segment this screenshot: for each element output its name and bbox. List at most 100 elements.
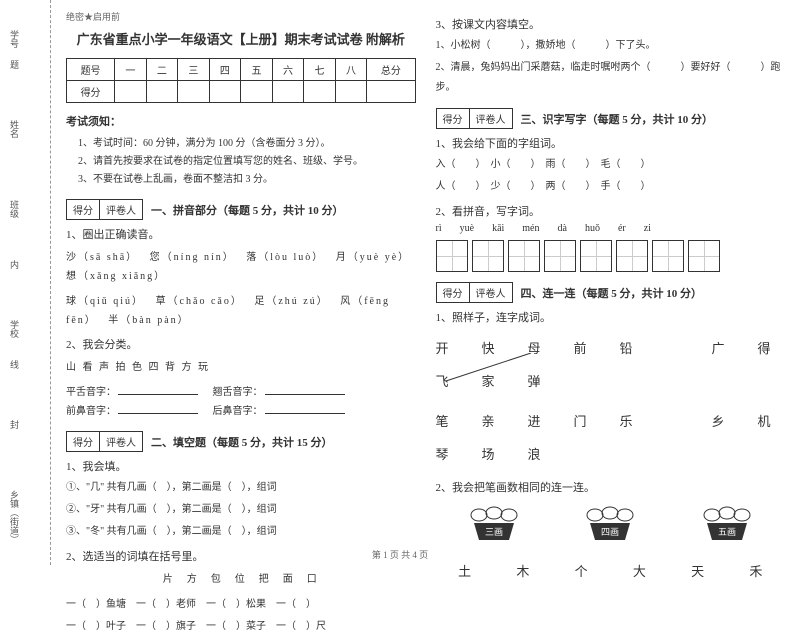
- blank[interactable]: [118, 394, 198, 395]
- connect-line-icon: [436, 353, 636, 383]
- word-item: 入（ ）: [436, 159, 481, 170]
- connect-row: 开 快 母 前 铅 广 得 飞 家 弹: [436, 333, 786, 398]
- fill-item: 一（ ）鱼塘: [66, 599, 126, 610]
- pinyin-item: 月（yuè yè）: [336, 252, 405, 263]
- char-row: 土 木 个 大 天 禾: [436, 560, 786, 585]
- char: 大: [633, 560, 646, 585]
- char-box[interactable]: [544, 240, 576, 272]
- margin-label: 学号: [8, 30, 21, 48]
- cell: 六: [272, 59, 304, 81]
- line-label: 前鼻音字：: [66, 406, 116, 417]
- line-label: 翘舌音字：: [213, 387, 263, 398]
- pinyin-row: 球（qiǔ qiú） 草（chǎo cǎo） 足（zhú zú） 风（fēng …: [66, 292, 416, 330]
- cell[interactable]: [115, 81, 147, 103]
- notice-list: 1、考试时间：60 分钟，满分为 100 分（含卷面分 3 分）。 2、请首先按…: [66, 135, 416, 189]
- blank[interactable]: [265, 394, 345, 395]
- cell: 八: [335, 59, 367, 81]
- cell: 得分: [67, 81, 115, 103]
- line-label: 后鼻音字：: [213, 406, 263, 417]
- char: 天: [691, 560, 704, 585]
- cell: 总分: [367, 59, 415, 81]
- section-header: 得分评卷人 一、拼音部分（每题 5 分，共计 10 分）: [66, 199, 416, 220]
- cell[interactable]: [272, 81, 304, 103]
- question-title: 2、我会分类。: [66, 336, 416, 352]
- score-box[interactable]: 得分评卷人: [66, 431, 143, 452]
- score-label: 得分: [437, 283, 470, 302]
- fill-item: 一（ ）松果: [206, 599, 266, 610]
- cell[interactable]: [304, 81, 336, 103]
- cell: 五: [241, 59, 273, 81]
- pinyin: kāi: [492, 223, 504, 234]
- cell: 二: [146, 59, 178, 81]
- pinyin-item: 您（níng nín）: [150, 252, 230, 263]
- svg-text:五画: 五画: [718, 527, 736, 537]
- confidential-label: 绝密★启用前: [66, 10, 416, 23]
- fill-item: 一（ ）旗子: [136, 621, 196, 632]
- flower-item: 五画: [697, 505, 757, 548]
- fill-item: ①、"几" 共有几画（ ），第二画是（ ），组词: [66, 478, 416, 498]
- char: 木: [516, 560, 529, 585]
- question-title: 1、照样子，连字成词。: [436, 309, 786, 325]
- svg-text:四画: 四画: [601, 527, 619, 537]
- char-box[interactable]: [580, 240, 612, 272]
- score-label: 得分: [437, 109, 470, 128]
- section-header: 得分评卷人 二、填空题（每题 5 分，共计 15 分）: [66, 431, 416, 452]
- fill-row: 一（ ）叶子 一（ ）旗子 一（ ）菜子 一（ ）尺: [66, 617, 416, 637]
- char-box[interactable]: [508, 240, 540, 272]
- margin-label: 班级: [8, 200, 21, 218]
- blank[interactable]: [265, 413, 345, 414]
- fill-item: 一（ ）: [276, 599, 316, 610]
- connect-row: 笔 亲 进 门 乐 乡 机 琴 场 浪: [436, 406, 786, 471]
- question-title: 1、圈出正确读音。: [66, 226, 416, 242]
- score-box[interactable]: 得分评卷人: [436, 108, 513, 129]
- fill-item: ③、"冬" 共有几画（ ），第二画是（ ），组词: [66, 522, 416, 542]
- cell: 三: [178, 59, 210, 81]
- fill-row: 一（ ）鱼塘 一（ ）老师 一（ ）松果 一（ ）: [66, 595, 416, 615]
- char-write-grid: [436, 240, 786, 272]
- cell[interactable]: [178, 81, 210, 103]
- word-item: 手（ ）: [601, 181, 651, 192]
- left-column: 绝密★启用前 广东省重点小学一年级语文【上册】期末考试试卷 附解析 题号 一 二…: [66, 10, 416, 555]
- section-title: 四、连一连（每题 5 分，共计 10 分）: [521, 285, 703, 301]
- question-title: 2、看拼音，写字词。: [436, 203, 786, 219]
- char: 个: [575, 560, 588, 585]
- margin-label: 学校: [8, 320, 21, 338]
- char-box[interactable]: [616, 240, 648, 272]
- exam-title: 广东省重点小学一年级语文【上册】期末考试试卷 附解析: [66, 29, 416, 48]
- char-box[interactable]: [436, 240, 468, 272]
- cell[interactable]: [335, 81, 367, 103]
- section-title: 二、填空题（每题 5 分，共计 15 分）: [151, 434, 333, 450]
- flower-icon: 四画: [580, 505, 640, 545]
- question-title: 1、我会填。: [66, 458, 416, 474]
- table-row: 得分: [67, 81, 416, 103]
- cell[interactable]: [241, 81, 273, 103]
- notice-item: 2、请首先按要求在试卷的指定位置填写您的姓名、班级、学号。: [78, 153, 416, 171]
- score-label: 得分: [67, 200, 100, 219]
- blank-lines: 平舌音字： 翘舌音字： 前鼻音字： 后鼻音字：: [66, 383, 416, 421]
- char-box[interactable]: [688, 240, 720, 272]
- score-box[interactable]: 得分评卷人: [66, 199, 143, 220]
- cell[interactable]: [209, 81, 241, 103]
- content-area: 绝密★启用前 广东省重点小学一年级语文【上册】期末考试试卷 附解析 题号 一 二…: [51, 0, 800, 565]
- question-title: 3、按课文内容填空。: [436, 16, 786, 32]
- pinyin-header: rì yuè kāi mén dà huǒ ér zi: [436, 223, 786, 234]
- cell[interactable]: [146, 81, 178, 103]
- fill-item: 1、小松树（ ），撒娇地（ ）下了头。: [436, 36, 786, 56]
- cell: 七: [304, 59, 336, 81]
- cell: 题号: [67, 59, 115, 81]
- word-item: 少（ ）: [491, 181, 536, 192]
- margin-dash: 题: [8, 60, 21, 69]
- blank[interactable]: [118, 413, 198, 414]
- margin-xian: 线: [8, 360, 21, 369]
- fill-item: 一（ ）老师: [136, 599, 196, 610]
- score-box[interactable]: 得分评卷人: [436, 282, 513, 303]
- table-row: 题号 一 二 三 四 五 六 七 八 总分: [67, 59, 416, 81]
- right-column: 3、按课文内容填空。 1、小松树（ ），撒娇地（ ）下了头。 2、清晨，兔妈妈出…: [436, 10, 786, 555]
- line-label: 平舌音字：: [66, 387, 116, 398]
- char-box[interactable]: [472, 240, 504, 272]
- char-box[interactable]: [652, 240, 684, 272]
- cell[interactable]: [367, 81, 415, 103]
- margin-label: 姓名: [8, 120, 21, 138]
- score-label: 得分: [67, 432, 100, 451]
- page-footer: 第 1 页 共 4 页: [372, 548, 428, 561]
